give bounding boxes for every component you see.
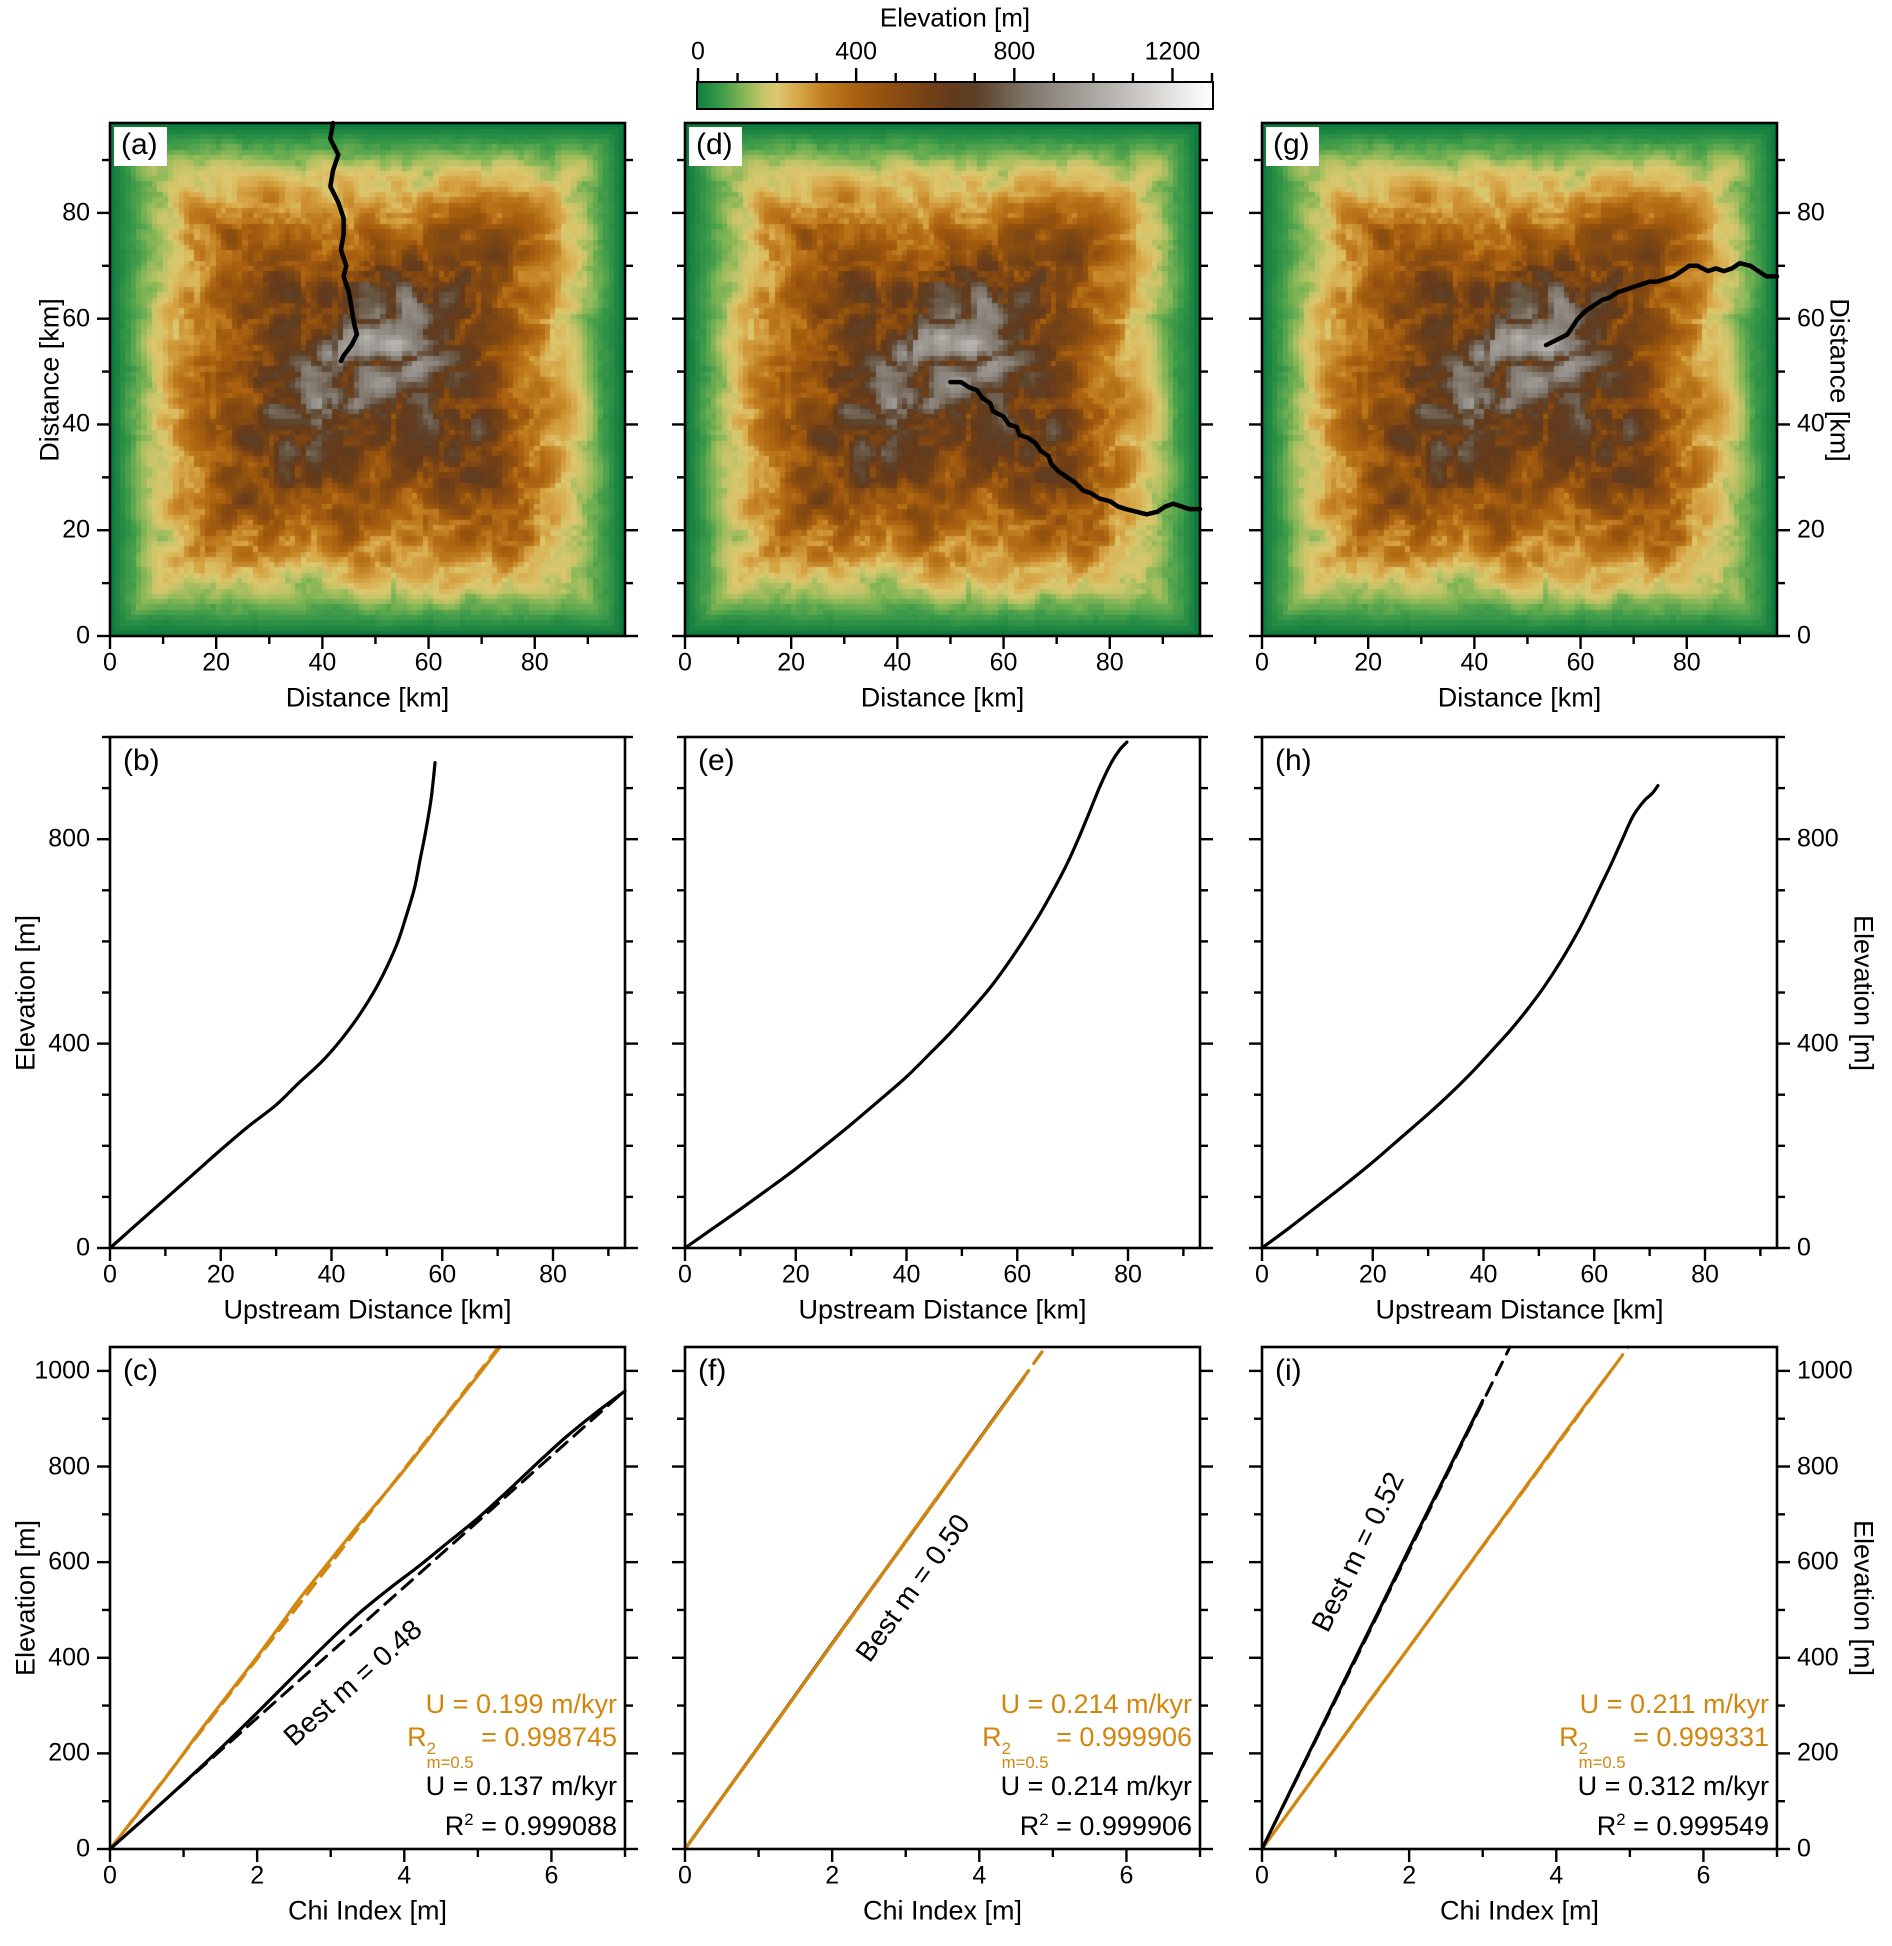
- colorbar-gradient: [695, 80, 1214, 110]
- panel-frame-i: [1260, 1345, 1779, 1851]
- panel-frame-b: [108, 735, 627, 1250]
- river-path-g: [1543, 260, 1780, 348]
- river-path-d: [948, 379, 1203, 517]
- panel-frame-h: [1260, 735, 1779, 1250]
- elevation-map-d: [685, 123, 1200, 636]
- series-river-profile: [683, 740, 1129, 1250]
- panel-frame-g: [1260, 121, 1779, 638]
- panel-frame-f: [683, 1345, 1202, 1851]
- series-tributary-chi: [683, 1376, 1026, 1851]
- series-river-profile: [108, 760, 437, 1250]
- panel-frame-e: [683, 735, 1202, 1250]
- panel-frame-a: [108, 121, 627, 638]
- series-river-profile: [1260, 783, 1660, 1250]
- river-path-a: [328, 120, 360, 364]
- series-trunk-chi: [108, 1389, 627, 1851]
- panel-frame-d: [683, 121, 1202, 638]
- series-tributary-chi: [108, 1345, 502, 1851]
- elevation-map-g: [1262, 123, 1777, 636]
- panel-frame-c: [108, 1345, 627, 1851]
- elevation-map-a: [110, 123, 625, 636]
- series-trunk-chi: [1260, 1398, 1485, 1851]
- series-tributary-chi: [1260, 1363, 1617, 1851]
